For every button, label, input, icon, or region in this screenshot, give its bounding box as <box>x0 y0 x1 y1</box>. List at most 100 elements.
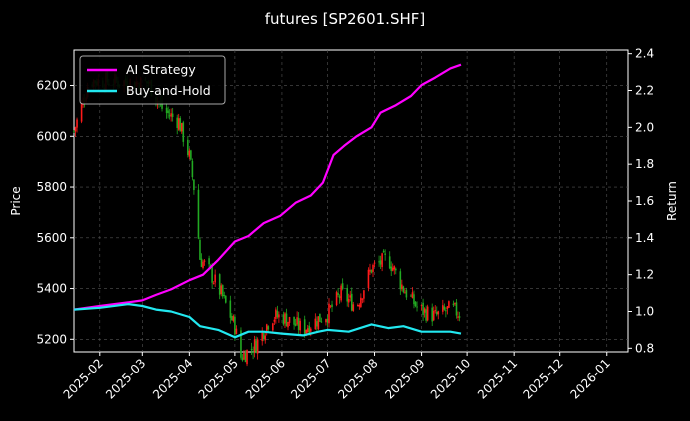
candle-body <box>297 317 300 330</box>
candle-body <box>379 260 382 265</box>
candle-body <box>235 328 238 335</box>
candle-body <box>338 296 341 298</box>
x-tick-label: 2025-11 <box>475 356 520 401</box>
candle-body <box>373 262 376 264</box>
candle-body <box>423 308 426 313</box>
y-left-tick-label: 6000 <box>36 129 67 143</box>
candle-body <box>434 310 437 312</box>
candle-body <box>328 303 330 324</box>
candle-body <box>458 316 461 318</box>
y-right-tick-label: 1.2 <box>635 268 654 282</box>
candle-body <box>262 332 265 340</box>
candle-body <box>179 118 182 132</box>
candle-body <box>211 266 213 283</box>
candle-body <box>426 306 429 321</box>
candle-body <box>309 328 312 332</box>
candle-body <box>358 304 361 307</box>
candle-body <box>372 264 374 272</box>
candle-body <box>325 319 327 323</box>
candle-body <box>410 295 412 297</box>
candle-body <box>378 261 380 263</box>
chart-title: futures [SP2601.SHF] <box>265 10 425 28</box>
candle-body <box>267 326 270 330</box>
y-axis-left: 5200 5400 5600 5800 6000 6200 <box>36 79 74 346</box>
candle-body <box>76 119 78 128</box>
candle-body <box>316 321 318 327</box>
candle-body <box>220 285 223 295</box>
candle-body <box>443 306 446 310</box>
candle-body <box>246 349 248 365</box>
candle-body <box>341 283 344 290</box>
candle-body <box>167 110 169 114</box>
candle-body <box>80 103 83 122</box>
candle-body <box>229 300 232 318</box>
candle-body <box>212 283 215 285</box>
x-tick-label: 2025-08 <box>335 356 380 401</box>
legend-ai-strategy-label: AI Strategy <box>126 62 196 77</box>
y-left-tick-label: 5200 <box>36 332 67 346</box>
candle-body <box>404 292 406 294</box>
candle-body <box>214 274 216 283</box>
x-tick-label: 2025-12 <box>520 356 565 401</box>
candle-body <box>405 290 408 298</box>
candle-body <box>437 311 440 315</box>
y-left-tick-label: 5800 <box>36 180 67 194</box>
candle-body <box>223 295 226 297</box>
y-left-tick-label: 6200 <box>36 79 67 93</box>
candle-body <box>391 267 394 271</box>
y-right-tick-label: 2.4 <box>635 47 654 61</box>
candle-body <box>265 324 268 334</box>
candle-body <box>448 301 450 308</box>
candle-body <box>299 320 301 331</box>
candle-body <box>234 316 236 335</box>
candle-body <box>241 357 244 361</box>
x-tick-label: 2025-10 <box>428 356 473 401</box>
candle-body <box>188 150 191 157</box>
x-tick-label: 2025-06 <box>243 356 288 401</box>
candle-body <box>442 305 444 312</box>
y-axis-right: 0.8 1.0 1.2 1.4 1.6 1.8 2.0 2.2 2.4 <box>628 47 654 355</box>
candle-body <box>329 305 332 307</box>
candle-body <box>331 304 333 308</box>
candle-body <box>165 107 168 113</box>
candle-body <box>264 335 267 341</box>
candle-body <box>455 302 458 316</box>
x-tick-label: 2026-01 <box>568 356 613 401</box>
candle-body <box>305 329 308 334</box>
candle-body <box>243 353 245 360</box>
candle-body <box>399 271 402 290</box>
x-tick-label: 2025-04 <box>150 356 195 401</box>
candle-body <box>202 261 204 269</box>
candle-body <box>381 253 383 268</box>
candle-body <box>253 339 256 352</box>
candle-body <box>170 113 172 117</box>
legend: AI Strategy Buy-and-Hold <box>79 55 226 105</box>
candle-body <box>275 309 277 319</box>
candle-body <box>224 295 227 303</box>
candle-body <box>74 127 77 132</box>
y-right-tick-label: 1.6 <box>635 194 654 208</box>
candle-body <box>177 118 180 130</box>
candle-body <box>422 302 424 315</box>
candle-body <box>282 314 285 325</box>
candle-body <box>326 318 329 323</box>
candle-body <box>273 319 276 322</box>
candle-body <box>278 314 280 318</box>
candle-body <box>432 310 435 321</box>
candle-body <box>425 309 427 321</box>
candle-body <box>203 260 206 262</box>
candle-body <box>287 321 289 328</box>
candle-body <box>431 307 434 322</box>
candle-body <box>182 122 185 142</box>
candle-body <box>200 258 203 267</box>
candle-body <box>193 179 195 191</box>
candle-body <box>454 303 456 305</box>
candle-body <box>401 284 403 290</box>
x-tick-label: 2025-07 <box>288 356 333 401</box>
candle-body <box>394 268 397 271</box>
y-right-tick-label: 1.0 <box>635 304 654 318</box>
candle-body <box>446 306 449 310</box>
candle-body <box>402 286 405 293</box>
candle-body <box>197 189 200 239</box>
